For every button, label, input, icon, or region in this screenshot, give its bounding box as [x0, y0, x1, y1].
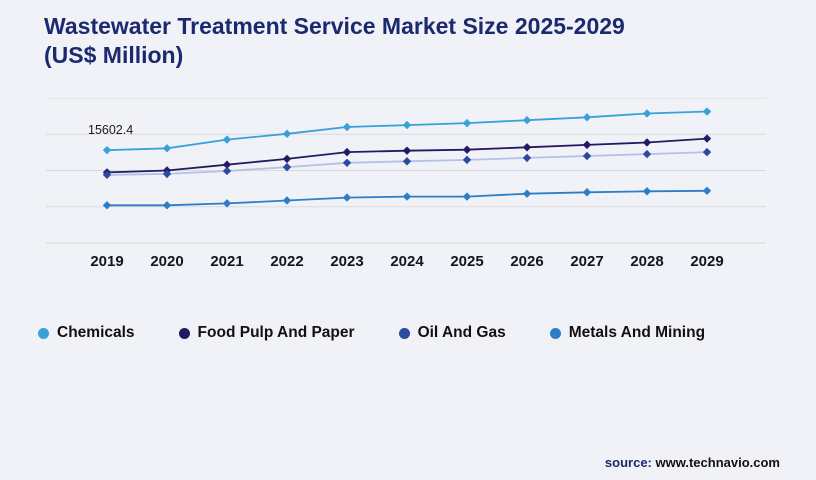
- data-point-chemicals: [342, 122, 352, 132]
- data-point-oil-and-gas: [582, 151, 592, 161]
- data-point-oil-and-gas: [402, 157, 412, 166]
- legend-label-oil-and-gas: Oil And Gas: [417, 324, 506, 341]
- data-point-food-pulp-and-paper: [522, 143, 532, 152]
- data-point-chemicals: [222, 135, 232, 144]
- data-point-metals-and-mining: [702, 186, 712, 195]
- x-axis-label: 2029: [690, 253, 723, 270]
- x-axis-label: 2028: [630, 253, 663, 270]
- chart-title-line2: (US$ Million): [44, 42, 184, 69]
- data-point-metals-and-mining: [162, 201, 172, 210]
- data-point-food-pulp-and-paper: [702, 134, 712, 143]
- source-attribution: source: www.technavio.com: [605, 455, 780, 470]
- data-point-chemicals: [102, 145, 112, 155]
- x-axis-label: 2024: [390, 253, 424, 270]
- data-point-oil-and-gas: [522, 153, 532, 163]
- data-point-metals-and-mining: [582, 188, 592, 197]
- line-chart: 2019 2020 2021 2022 2023 2024 2025 2026 2027 2028…: [46, 98, 766, 270]
- x-axis-label: 2025: [450, 253, 483, 270]
- data-point-metals-and-mining: [342, 193, 352, 202]
- legend-item-food-pulp-and-paper: Food Pulp And Paper: [178, 324, 355, 342]
- data-point-chemicals: [642, 109, 652, 118]
- data-point-food-pulp-and-paper: [462, 145, 472, 154]
- data-point-food-pulp-and-paper: [582, 140, 592, 150]
- data-point-oil-and-gas: [162, 169, 172, 179]
- x-axis-label: 2023: [330, 253, 363, 270]
- data-point-metals-and-mining: [102, 201, 112, 210]
- data-point-metals-and-mining: [282, 196, 292, 205]
- data-point-chemicals: [582, 113, 592, 122]
- x-axis-label: 2019: [90, 253, 123, 270]
- source-label: source:: [604, 455, 652, 470]
- legend-dot-metals-and-mining: [549, 327, 561, 339]
- data-point-chemicals: [162, 144, 172, 153]
- legend-item-chemicals: Chemicals: [38, 324, 135, 342]
- data-point-chemicals: [522, 116, 532, 125]
- x-axis-label: 2022: [270, 253, 303, 270]
- data-point-metals-and-mining: [642, 187, 652, 196]
- legend-item-oil-and-gas: Oil And Gas: [398, 324, 506, 342]
- data-point-oil-and-gas: [702, 147, 712, 157]
- x-axis-label: 2021: [210, 253, 243, 270]
- chart-legend: Chemicals Food Pulp And Paper Oil And Gas M…: [38, 324, 705, 342]
- legend-dot-food-pulp-and-paper: [178, 327, 190, 339]
- legend-label-chemicals: Chemicals: [57, 324, 135, 341]
- data-point-food-pulp-and-paper: [402, 146, 412, 155]
- data-point-food-pulp-and-paper: [342, 147, 352, 157]
- data-point-metals-and-mining: [402, 192, 412, 201]
- legend-label-food-pulp-and-paper: Food Pulp And Paper: [197, 324, 355, 341]
- data-point-metals-and-mining: [522, 189, 532, 198]
- data-point-chemicals: [702, 107, 712, 116]
- x-axis-label: 2026: [510, 253, 543, 270]
- x-axis-label: 2027: [570, 253, 603, 270]
- data-point-chemicals: [282, 129, 292, 138]
- data-point-chemicals: [462, 118, 472, 128]
- data-point-food-pulp-and-paper: [222, 160, 232, 169]
- chart-title-line1: Wastewater Treatment Service Market Size…: [44, 13, 625, 39]
- data-point-oil-and-gas: [222, 166, 232, 176]
- data-point-oil-and-gas: [342, 158, 352, 167]
- data-point-chemicals: [402, 120, 412, 130]
- value-annotation: 15602.4: [88, 123, 133, 137]
- x-axis-label: 2020: [150, 253, 183, 270]
- data-point-oil-and-gas: [462, 155, 472, 165]
- data-point-oil-and-gas: [102, 170, 112, 180]
- data-point-metals-and-mining: [222, 199, 232, 208]
- data-point-food-pulp-and-paper: [642, 138, 652, 147]
- data-point-food-pulp-and-paper: [282, 154, 292, 164]
- source-url: www.technavio.com: [651, 455, 781, 470]
- data-point-oil-and-gas: [282, 162, 292, 172]
- data-point-metals-and-mining: [462, 192, 472, 201]
- legend-dot-chemicals: [38, 327, 49, 339]
- legend-label-metals-and-mining: Metals And Mining: [568, 324, 706, 341]
- legend-dot-oil-and-gas: [398, 327, 410, 339]
- chart-title: Wastewater Treatment Service Market Size…: [44, 12, 764, 71]
- data-point-oil-and-gas: [642, 149, 652, 159]
- legend-item-metals-and-mining: Metals And Mining: [549, 324, 706, 342]
